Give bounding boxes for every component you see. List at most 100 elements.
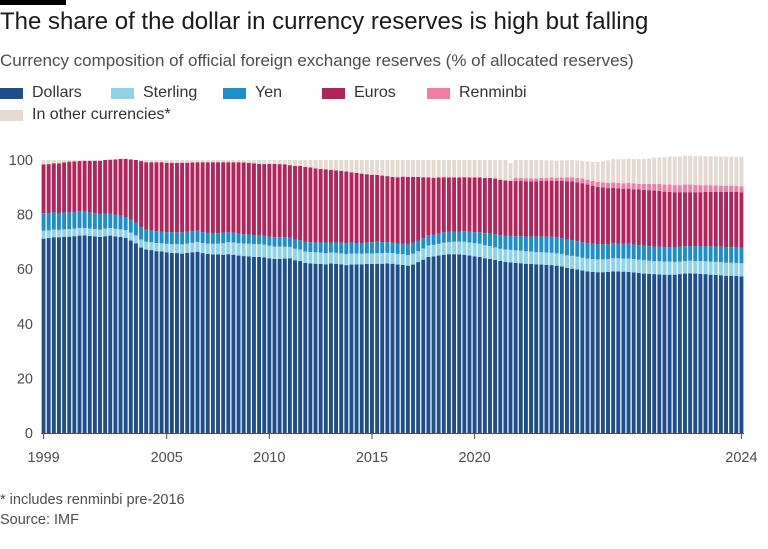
bar-segment-renminbi <box>600 182 605 188</box>
bar-segment-in-other-currencies <box>287 160 292 166</box>
bar-segment-sterling <box>421 248 426 260</box>
bar-segment-yen <box>154 231 159 243</box>
bar-segment-yen <box>328 242 333 253</box>
bar-segment-yen <box>128 219 133 233</box>
bar-segment-yen <box>729 247 734 263</box>
bar-segment-sterling <box>395 253 400 265</box>
chart-title: The share of the dollar in currency rese… <box>0 8 649 35</box>
bar-segment-yen <box>667 247 672 262</box>
bar-segment-yen <box>472 232 477 244</box>
bar-segment-dollars <box>734 276 739 433</box>
bar-segment-in-other-currencies <box>570 160 575 178</box>
bar-segment-sterling <box>308 252 313 264</box>
bar-segment-yen <box>231 232 236 243</box>
bar-segment-sterling <box>703 261 708 275</box>
bar-segment-in-other-currencies <box>734 157 739 186</box>
bar-segment-yen <box>257 235 262 245</box>
bar-segment-sterling <box>400 254 405 265</box>
bar-segment-yen <box>585 243 590 259</box>
bar-segment-dollars <box>636 273 641 433</box>
bar-segment-euros <box>133 160 138 223</box>
bar-segment-dollars <box>87 235 92 433</box>
bar-segment-sterling <box>595 259 600 273</box>
bar-segment-dollars <box>241 256 246 433</box>
bar-segment-dollars <box>693 273 698 433</box>
bar-segment-euros <box>549 180 554 237</box>
bar-segment-dollars <box>82 235 87 433</box>
bar-segment-in-other-currencies <box>344 160 349 172</box>
bar-segment-renminbi <box>713 185 718 192</box>
bar-segment-euros <box>431 177 436 235</box>
bar-segment-sterling <box>313 252 318 264</box>
bar-segment-sterling <box>133 235 138 244</box>
bar-segment-yen <box>200 232 205 243</box>
legend-label-sterling: Sterling <box>143 84 198 101</box>
bar-segment-yen <box>144 229 149 242</box>
bar-segment-dollars <box>626 271 631 433</box>
bar-segment-dollars <box>436 255 441 433</box>
bar-segment-euros <box>400 176 405 244</box>
bar-segment-in-other-currencies <box>590 161 595 181</box>
bar-segment-yen <box>426 235 431 246</box>
bar-segment-sterling <box>559 253 564 267</box>
bar-segment-yen <box>600 244 605 260</box>
legend-label-dollars: Dollars <box>32 84 82 101</box>
bar-segment-dollars <box>385 263 390 433</box>
bar-segment-sterling <box>693 261 698 274</box>
bar-segment-yen <box>508 235 513 250</box>
bar-segment-yen <box>364 242 369 254</box>
bar-segment-dollars <box>113 236 118 433</box>
bar-segment-dollars <box>308 263 313 433</box>
bar-segment-yen <box>467 231 472 243</box>
bar-segment-in-other-currencies <box>282 160 287 165</box>
bar-segment-dollars <box>606 271 610 433</box>
bar-segment-dollars <box>529 264 533 433</box>
bar-segment-sterling <box>154 242 159 252</box>
bar-segment-in-other-currencies <box>703 156 708 186</box>
bar-segment-dollars <box>108 235 113 433</box>
bar-segment-euros <box>739 192 744 248</box>
bar-segment-yen <box>349 242 354 254</box>
bar-segment-yen <box>252 235 256 245</box>
bar-segment-yen <box>246 234 251 244</box>
bar-segment-in-other-currencies <box>272 160 277 164</box>
x-tick-label: 2010 <box>253 450 285 466</box>
bar-segment-renminbi <box>667 184 672 192</box>
bar-segment-dollars <box>467 255 472 433</box>
bar-segment-yen <box>175 232 179 245</box>
bar-segment-euros <box>108 159 113 214</box>
bar-segment-euros <box>590 185 595 244</box>
bar-segment-yen <box>523 236 528 252</box>
bar-segment-yen <box>421 238 426 249</box>
bar-segment-renminbi <box>729 185 734 192</box>
bar-segment-in-other-currencies <box>472 160 477 178</box>
x-tick-label: 1999 <box>27 450 59 466</box>
bar-segment-sterling <box>467 242 472 256</box>
bar-segment-euros <box>139 161 144 228</box>
bar-segment-sterling <box>626 258 631 272</box>
bar-segment-euros <box>72 161 77 212</box>
bar-segment-yen <box>241 234 246 244</box>
bar-segment-yen <box>662 247 667 262</box>
bar-segment-sterling <box>205 243 210 254</box>
bar-segment-euros <box>565 181 569 240</box>
bar-segment-sterling <box>108 227 113 236</box>
bar-segment-in-other-currencies <box>231 160 236 163</box>
bar-segment-euros <box>236 162 241 234</box>
bar-segment-sterling <box>262 244 267 258</box>
bar-segment-sterling <box>734 262 739 277</box>
bar-segment-euros <box>144 162 149 230</box>
bar-segment-in-other-currencies <box>303 160 308 167</box>
bar-segment-euros <box>462 177 467 232</box>
bar-segment-euros <box>708 191 713 247</box>
bar-segment-euros <box>452 177 457 232</box>
bar-segment-in-other-currencies <box>585 161 590 180</box>
bar-segment-yen <box>529 236 533 252</box>
bar-segment-sterling <box>103 228 108 237</box>
bar-segment-dollars <box>672 274 677 433</box>
bar-segment-euros <box>293 166 297 240</box>
bar-segment-sterling <box>729 262 734 276</box>
bar-segment-sterling <box>221 243 226 255</box>
bar-segment-dollars <box>498 261 503 433</box>
bar-segment-euros <box>611 187 616 244</box>
